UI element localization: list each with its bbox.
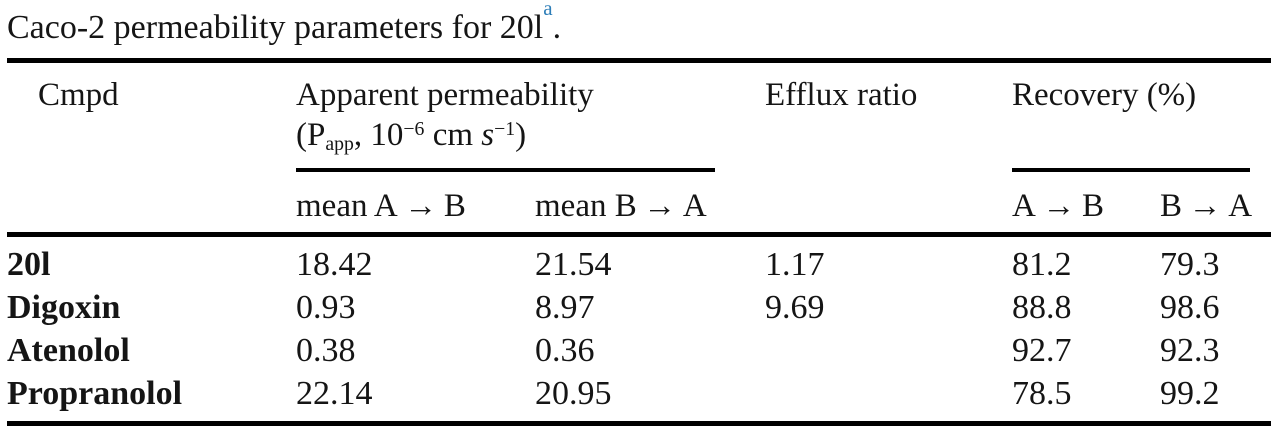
recovery-b-to-a-value: 79.3 bbox=[1160, 246, 1220, 283]
papp-a-to-b-value: 18.42 bbox=[296, 246, 373, 283]
efflux-ratio-value bbox=[765, 372, 1012, 424]
recovery-a-to-b-value: 81.2 bbox=[1012, 246, 1072, 283]
papp-b-to-a-value: 8.97 bbox=[535, 289, 595, 326]
cmpd-header-label: Cmpd bbox=[38, 77, 119, 113]
subheader-mean-b-to-a: mean B → A bbox=[535, 172, 765, 237]
col-header-cmpd: Cmpd bbox=[7, 61, 296, 173]
subheader-empty-efflux bbox=[765, 172, 1012, 237]
recovery-a-to-b-value: 88.8 bbox=[1012, 289, 1072, 326]
recovery-a-to-b-value: 78.5 bbox=[1012, 375, 1072, 412]
papp-a-to-b-value: 0.93 bbox=[296, 289, 356, 326]
recovery-a-to-b-value: 92.7 bbox=[1012, 332, 1072, 369]
col-header-efflux-ratio: Efflux ratio bbox=[765, 61, 1012, 173]
efflux-ratio-value: 9.69 bbox=[765, 289, 825, 326]
papp-b-to-a-value: 21.54 bbox=[535, 246, 612, 283]
seconds-exponent: −1 bbox=[494, 118, 516, 141]
papp-units: (Papp, 10−6 cm s−1) bbox=[296, 117, 527, 155]
table-row: Atenolol 0.38 0.36 92.7 92.3 bbox=[7, 329, 1271, 372]
table-row: Propranolol 22.14 20.95 78.5 99.2 bbox=[7, 372, 1271, 424]
table-row: 20l 18.42 21.54 1.17 81.2 79.3 bbox=[7, 235, 1271, 287]
papp-a-to-b-value: 0.38 bbox=[296, 332, 356, 369]
col-header-apparent-permeability: Apparent permeability (Papp, 10−6 cm s−1… bbox=[296, 61, 765, 172]
apparent-permeability-line1: Apparent permeability bbox=[296, 77, 594, 113]
papp-a-to-b-value: 22.14 bbox=[296, 375, 373, 412]
recovery-header-label: Recovery (%) bbox=[1012, 63, 1251, 172]
seconds-symbol: s bbox=[481, 117, 495, 153]
caco2-permeability-table: Cmpd Apparent permeability (Papp, 10−6 c… bbox=[7, 58, 1272, 426]
papp-b-to-a-value: 20.95 bbox=[535, 375, 612, 412]
col-header-recovery: Recovery (%) bbox=[1012, 61, 1271, 172]
subheader-mean-a-to-b: mean A → B bbox=[296, 172, 535, 237]
efflux-ratio-value: 1.17 bbox=[765, 246, 825, 283]
compound-name: Atenolol bbox=[7, 332, 130, 369]
recovery-b-to-a-value: 99.2 bbox=[1160, 375, 1220, 412]
papp-subscript: app bbox=[325, 132, 354, 155]
compound-name: 20l bbox=[7, 246, 51, 283]
compound-name: Digoxin bbox=[7, 289, 121, 326]
papp-b-to-a-value: 0.36 bbox=[535, 332, 595, 369]
table-row: Digoxin 0.93 8.97 9.69 88.8 98.6 bbox=[7, 286, 1271, 329]
apparent-permeability-header: Apparent permeability (Papp, 10−6 cm s−1… bbox=[296, 63, 715, 172]
header-row-groups: Cmpd Apparent permeability (Papp, 10−6 c… bbox=[7, 61, 1271, 173]
subheader-empty-cmpd bbox=[7, 172, 296, 237]
caption-period: . bbox=[552, 9, 562, 46]
caption-text: Caco-2 permeability parameters for 20l bbox=[7, 9, 544, 46]
subheader-recovery-b-to-a: B → A bbox=[1160, 172, 1272, 237]
compound-name: Propranolol bbox=[7, 375, 183, 412]
papp-exponent: −6 bbox=[403, 118, 425, 141]
footnote-marker[interactable]: a bbox=[543, 0, 553, 20]
table-caption: Caco-2 permeability parameters for 20la. bbox=[0, 0, 1275, 58]
recovery-b-to-a-value: 98.6 bbox=[1160, 289, 1220, 326]
recovery-b-to-a-value: 92.3 bbox=[1160, 332, 1220, 369]
efflux-ratio-value bbox=[765, 329, 1012, 372]
header-row-subcolumns: mean A → B mean B → A A → B B → A bbox=[7, 172, 1272, 237]
subheader-recovery-a-to-b: A → B bbox=[1012, 172, 1160, 237]
efflux-ratio-header-label: Efflux ratio bbox=[765, 77, 918, 113]
